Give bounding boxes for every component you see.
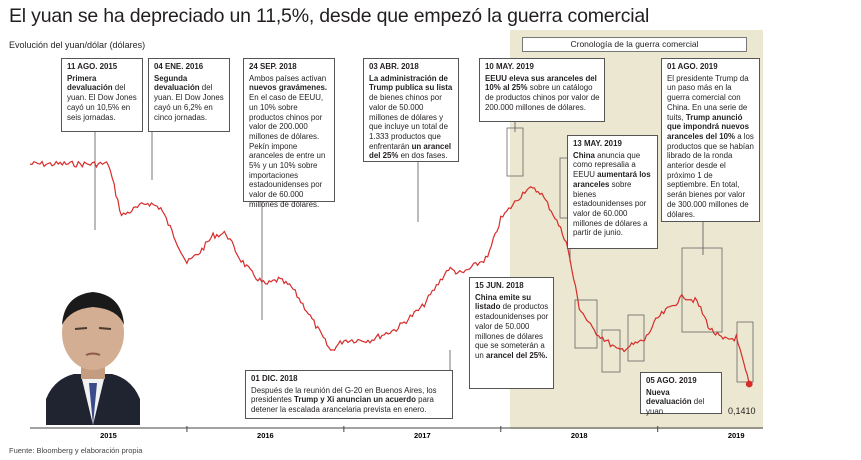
annotation-text: Primera devaluación del yuan. El Dow Jon… — [67, 73, 137, 122]
annotation-date: 04 ENE. 2016 — [154, 62, 204, 71]
annotation-date: 05 AGO. 2019 — [646, 376, 697, 385]
chart-title: El yuan se ha depreciado un 11,5%, desde… — [9, 5, 650, 27]
annotation-box-2: 04 ENE. 2016 Segunda devaluación del yuan… — [148, 58, 230, 132]
highlight-box-4 — [601, 329, 621, 373]
annotation-date: 01 AGO. 2019 — [667, 62, 718, 71]
annotation-date: 10 MAY. 2019 — [485, 62, 534, 71]
annotation-date: 03 ABR. 2018 — [369, 62, 419, 71]
final-point-marker — [745, 380, 753, 388]
xi-jinping-photo — [34, 279, 152, 425]
highlight-box-7 — [736, 321, 754, 383]
annotation-box-6: 13 MAY. 2019 China anuncia que como repre… — [567, 135, 658, 249]
annotation-box-10: 05 AGO. 2019 Nueva devaluación del yuan — [640, 372, 722, 417]
highlight-box-5 — [627, 314, 645, 362]
annotation-box-5: 10 MAY. 2019 EEUU eleva sus aranceles del… — [479, 58, 605, 122]
annotation-date: 11 AGO. 2015 — [67, 62, 118, 71]
highlight-box-3 — [574, 299, 598, 349]
annotation-box-8: 15 JUN. 2018 China emite su listado de pr… — [469, 277, 554, 389]
annotation-box-7: 01 AGO. 2019 El presidente Trump da un pa… — [661, 58, 760, 222]
annotation-text: El presidente Trump da un paso más en la… — [667, 73, 754, 219]
annotation-text: Después de la reunión del G-20 en Buenos… — [251, 385, 437, 415]
x-tick-label-2018: 2018 — [571, 431, 588, 440]
annotation-text: Segunda devaluación del yuan. El Dow Jon… — [154, 73, 224, 122]
chart-subtitle: Evolución del yuan/dólar (dólares) — [9, 40, 146, 50]
x-tick-label-2019: 2019 — [728, 431, 745, 440]
annotation-text: China emite su listado de productos esta… — [475, 292, 549, 360]
annotation-text: EEUU eleva sus aranceles del 10% al 25% … — [485, 73, 600, 112]
annotation-box-1: 11 AGO. 2015 Primera devaluación del yuan… — [61, 58, 143, 132]
annotation-date: 15 JUN. 2018 — [475, 281, 524, 290]
yuan-dollar-line — [29, 160, 750, 385]
annotation-box-3: 24 SEP. 2018 Ambos países activan nuevos … — [243, 58, 335, 209]
annotation-box-9: 01 DIC. 2018 Después de la reunión del G-… — [245, 370, 453, 419]
final-value-label: 0,1410 — [728, 406, 756, 416]
highlight-box-6 — [681, 247, 723, 333]
annotation-date: 13 MAY. 2019 — [573, 139, 622, 148]
source-note: Fuente: Bloomberg y elaboración propia — [9, 446, 143, 455]
x-tick-label-2015: 2015 — [100, 431, 117, 440]
annotation-text: Ambos países activan nuevos gravámenes. … — [249, 73, 328, 209]
annotation-text: La administración de Trump publica su li… — [369, 73, 453, 161]
x-tick-label-2016: 2016 — [257, 431, 274, 440]
annotation-box-4: 03 ABR. 2018 La administración de Trump p… — [363, 58, 459, 162]
annotation-text: China anuncia que como represalia a EEUU… — [573, 150, 651, 238]
x-axis-ticks: 2015 2016 2017 2018 2019 — [100, 426, 745, 440]
annotation-date: 24 SEP. 2018 — [249, 62, 297, 71]
highlight-box-1 — [506, 127, 524, 177]
timeline-label: Cronología de la guerra comercial — [522, 37, 747, 52]
annotation-text: Nueva devaluación del yuan — [646, 387, 705, 417]
x-tick-label-2017: 2017 — [414, 431, 431, 440]
annotation-date: 01 DIC. 2018 — [251, 374, 298, 383]
